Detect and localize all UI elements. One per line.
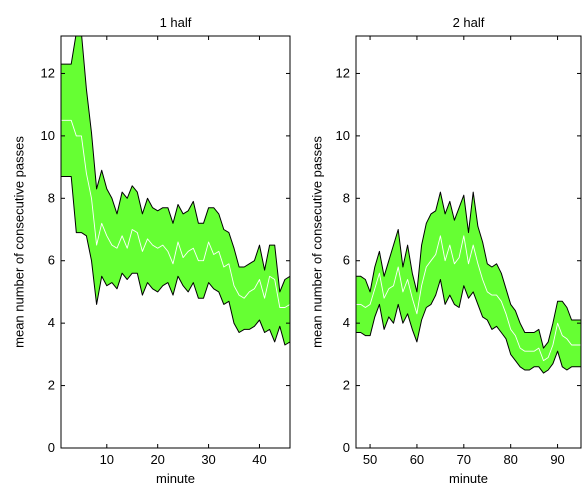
x-tick-label: 20 [150, 452, 164, 467]
y-tick-label: 10 [336, 128, 350, 143]
x-tick-label: 70 [457, 452, 471, 467]
y-tick-label: 10 [41, 128, 55, 143]
axes-frame [60, 35, 291, 449]
mean-line [356, 235, 581, 362]
chart-title: 2 half [453, 15, 485, 30]
lower-bound-line [61, 176, 290, 346]
y-tick-label: 4 [48, 315, 55, 330]
x-tick-label: 90 [550, 452, 564, 467]
y-axis-label: mean number of consecutive passes [309, 136, 324, 348]
x-axis-label: minute [449, 471, 488, 486]
y-tick-label: 6 [48, 253, 55, 268]
y-tick-label: 2 [343, 378, 350, 393]
y-tick-label: 8 [343, 190, 350, 205]
axes-frame [355, 35, 582, 449]
lower-bound-line [356, 279, 581, 374]
y-tick-label: 12 [41, 65, 55, 80]
x-axis-label: minute [156, 471, 195, 486]
y-tick-label: 6 [343, 253, 350, 268]
x-tick-label: 40 [252, 452, 266, 467]
x-tick-label: 60 [410, 452, 424, 467]
y-tick-label: 2 [48, 378, 55, 393]
chart-panel-first-half: 1 half mean number of consecutive passes… [11, 15, 291, 486]
y-tick-label: 12 [336, 65, 350, 80]
y-tick-label: 4 [343, 315, 350, 330]
y-tick-label: 0 [343, 440, 350, 455]
x-tick-label: 30 [201, 452, 215, 467]
confidence-band [356, 192, 581, 374]
plot-area: 0 2 4 6 8 10 12 50 60 70 80 90 [336, 35, 582, 467]
confidence-band [61, 36, 290, 345]
mean-line [61, 119, 290, 308]
plot-area: 0 2 4 6 8 10 12 10 20 30 40 [41, 35, 291, 467]
y-axis-label: mean number of consecutive passes [11, 136, 26, 348]
data-layer [356, 191, 581, 374]
upper-bound-line [61, 36, 290, 293]
chart-title: 1 half [160, 15, 192, 30]
x-tick-label: 80 [503, 452, 517, 467]
x-tick-label: 10 [100, 452, 114, 467]
chart-panel-second-half: 2 half mean number of consecutive passes… [309, 15, 582, 486]
y-tick-label: 8 [48, 190, 55, 205]
x-tick-label: 50 [363, 452, 377, 467]
data-layer [61, 36, 290, 346]
upper-bound-line [356, 191, 581, 349]
y-tick-label: 0 [48, 440, 55, 455]
